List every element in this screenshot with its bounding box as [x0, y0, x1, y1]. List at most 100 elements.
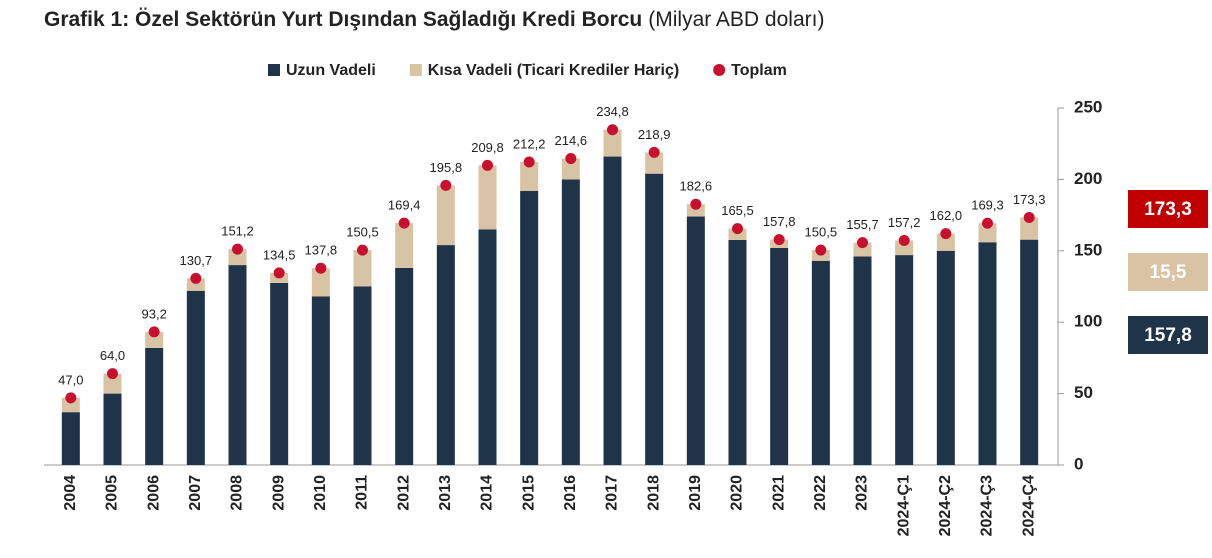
bar-segment: [645, 152, 664, 174]
x-tick-label: 2012: [395, 475, 412, 511]
bar-segment: [436, 185, 455, 246]
data-label: 218,9: [638, 127, 671, 142]
data-label: 165,5: [721, 203, 754, 218]
x-tick-label: 2019: [687, 475, 704, 511]
total-dot: [190, 272, 202, 284]
bar-segment: [311, 296, 330, 465]
x-tick-label: 2015: [520, 475, 537, 511]
data-label: 195,8: [430, 160, 463, 175]
data-label: 234,8: [596, 104, 629, 119]
x-tick-label: 2024-Ç1: [895, 475, 912, 536]
chart-title: Grafik 1: Özel Sektörün Yurt Dışından Sa…: [44, 8, 824, 31]
bar-segment: [61, 412, 80, 465]
bar-segment: [895, 255, 914, 465]
legend-swatch: [409, 64, 422, 76]
x-tick-label: 2006: [145, 475, 162, 511]
legend-item: Uzun Vadeli: [268, 62, 376, 79]
total-dot: [898, 235, 910, 247]
bar-segment: [353, 250, 372, 287]
legend-label: Uzun Vadeli: [286, 62, 376, 79]
bar-segment: [103, 373, 122, 394]
x-tick-label: 2010: [312, 475, 329, 511]
data-label: 162,0: [930, 208, 963, 223]
end-label-box: [1128, 316, 1208, 354]
bar-segment: [770, 247, 789, 465]
bar-segment: [603, 129, 622, 157]
bar-segment: [1020, 239, 1039, 465]
bar-segment: [978, 242, 997, 465]
bar-segment: [61, 397, 80, 413]
bar-segment: [728, 239, 747, 465]
bar-segment: [228, 265, 247, 465]
bar-segment: [561, 158, 580, 180]
data-label: 212,2: [513, 136, 546, 151]
data-label: 173,3: [1013, 192, 1046, 207]
data-label: 134,5: [263, 247, 296, 262]
x-tick-label: 2024-Ç4: [1020, 475, 1037, 536]
total-dot: [357, 244, 368, 256]
bar-segment: [353, 286, 372, 465]
end-label-box: [1128, 253, 1208, 291]
bar-segment: [103, 393, 122, 465]
bar-segment: [145, 331, 164, 348]
total-dot: [315, 262, 327, 274]
legend-item: Toplam: [713, 62, 787, 79]
end-label: 157,8: [1144, 325, 1192, 346]
total-dot: [1023, 212, 1035, 224]
bar-segment: [936, 233, 955, 251]
bar-segment: [270, 282, 289, 465]
x-tick-label: 2023: [854, 475, 871, 511]
legend-swatch: [713, 64, 726, 76]
total-dot: [523, 156, 535, 168]
total-dot: [940, 228, 952, 240]
y-tick-label: 150: [1074, 240, 1102, 259]
x-tick-label: 2021: [770, 475, 787, 511]
x-tick-label: 2008: [229, 475, 246, 511]
y-tick-label: 100: [1074, 312, 1102, 331]
data-label: 169,3: [971, 198, 1004, 213]
subtitle: (Milyar ABD doları): [648, 8, 824, 31]
data-label: 47,0: [58, 372, 83, 387]
y-tick-label: 200: [1074, 169, 1102, 188]
total-dot: [857, 237, 868, 249]
data-label: 64,0: [100, 348, 125, 363]
bar-segment: [603, 156, 622, 465]
x-tick-label: 2011: [354, 475, 371, 510]
total-dot: [982, 217, 993, 229]
legend-label: Toplam: [731, 62, 787, 79]
end-label-box: [1128, 190, 1208, 228]
bar-segment: [478, 229, 497, 465]
data-label: 214,6: [555, 133, 588, 148]
data-label: 150,5: [805, 225, 838, 240]
y-tick-label: 250: [1074, 97, 1102, 116]
bar-segment: [520, 190, 539, 465]
bar-segment: [645, 173, 664, 466]
total-dot: [440, 179, 452, 191]
x-tick-label: 2018: [645, 475, 662, 511]
total-dot: [607, 124, 618, 136]
data-label: 155,7: [846, 217, 879, 232]
total-dot: [148, 326, 160, 338]
total-dot: [107, 368, 118, 380]
bar-segment: [686, 216, 705, 465]
x-tick-label: 2016: [562, 475, 579, 511]
bar-segment: [811, 260, 830, 465]
data-label: 130,7: [180, 253, 213, 268]
end-label: 15,5: [1150, 262, 1187, 283]
bar-segment: [561, 179, 580, 465]
bar-segment: [478, 165, 497, 230]
total-dot: [482, 159, 493, 171]
bar-segment: [145, 347, 164, 465]
x-tick-label: 2024-Ç3: [979, 475, 996, 536]
bar-segment: [853, 256, 872, 465]
total-dot: [232, 243, 243, 255]
bar-segment: [436, 245, 455, 465]
total-dot: [815, 244, 827, 256]
bar-segment: [311, 268, 330, 297]
bar-segment: [1020, 217, 1039, 240]
x-tick-label: 2020: [729, 475, 746, 511]
legend-swatch: [268, 64, 280, 76]
x-tick-label: 2014: [479, 475, 496, 511]
y-tick-label: 0: [1074, 454, 1083, 473]
